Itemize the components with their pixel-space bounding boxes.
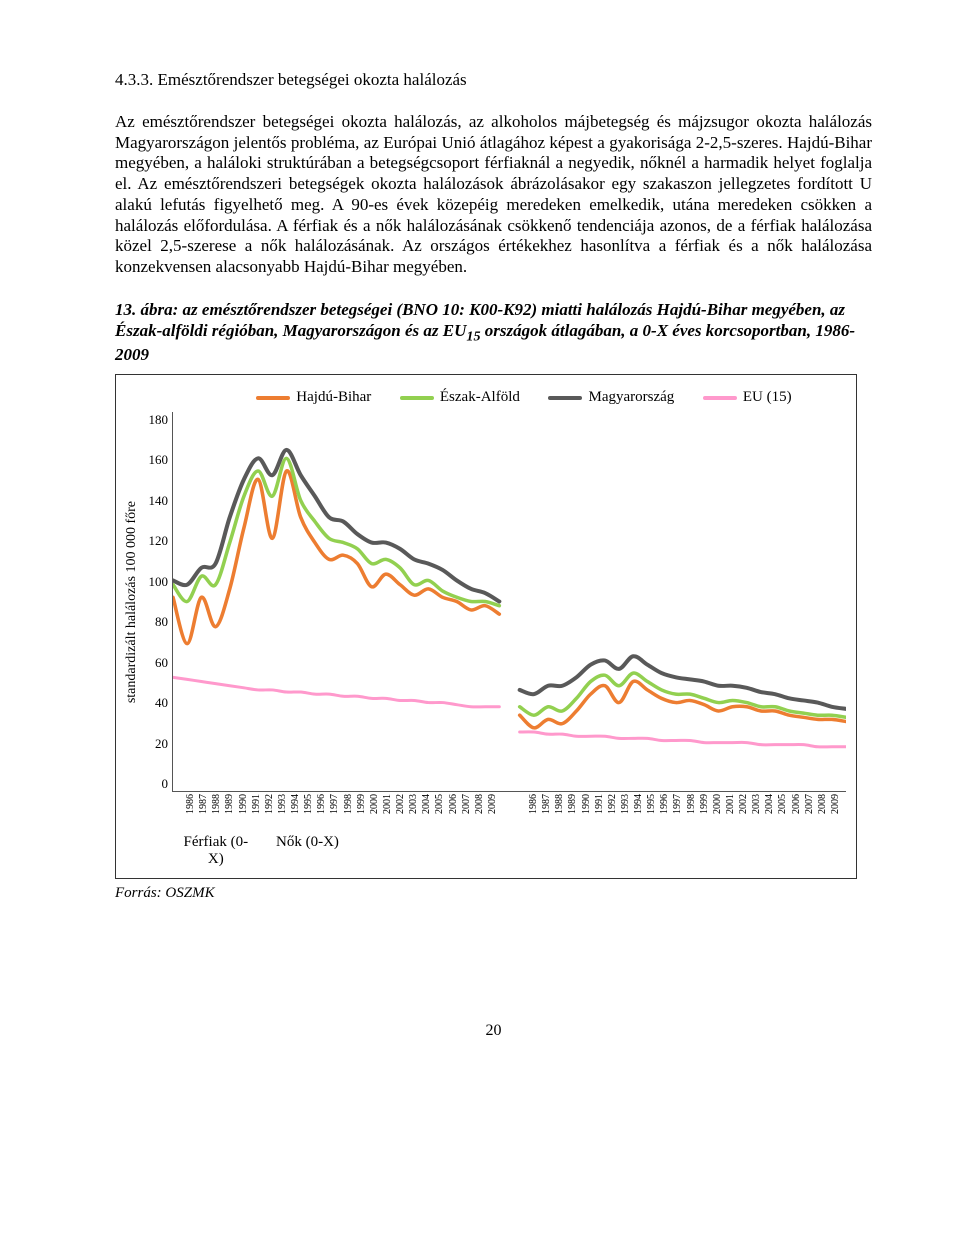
x-tick: 2008 xyxy=(474,794,485,832)
legend-item: Hajdú-Bihar xyxy=(256,389,371,406)
y-tick: 60 xyxy=(142,655,168,671)
x-tick: 2009 xyxy=(830,794,841,832)
body-paragraph: Az emésztőrendszer betegségei okozta hal… xyxy=(115,112,872,278)
legend-item: EU (15) xyxy=(703,389,792,406)
x-tick: 1997 xyxy=(672,794,683,832)
y-tick: 80 xyxy=(142,614,168,630)
section-title: Emésztőrendszer betegségei okozta halálo… xyxy=(158,70,467,89)
legend-swatch xyxy=(400,396,434,400)
x-tick: 1993 xyxy=(620,794,631,832)
x-tick: 1998 xyxy=(686,794,697,832)
legend-swatch xyxy=(548,396,582,400)
x-tick: 1989 xyxy=(567,794,578,832)
x-tick: 2000 xyxy=(712,794,723,832)
x-ticks-women: 1986198719881989199019911992199319941995… xyxy=(523,792,846,832)
x-tick: 2007 xyxy=(804,794,815,832)
x-tick: 1996 xyxy=(659,794,670,832)
y-tick: 20 xyxy=(142,736,168,752)
x-tick: 1992 xyxy=(607,794,618,832)
x-tick: 1994 xyxy=(633,794,644,832)
plot-area xyxy=(172,412,846,792)
legend-label: Hajdú-Bihar xyxy=(296,389,371,406)
series-line xyxy=(173,458,499,605)
legend: Hajdú-Bihar Észak-Alföld Magyarország EU (1… xyxy=(122,389,846,412)
legend-item: Magyarország xyxy=(548,389,674,406)
series-line xyxy=(173,471,499,644)
x-tick: 1990 xyxy=(581,794,592,832)
x-tick: 2003 xyxy=(408,794,419,832)
series-line xyxy=(173,677,499,707)
source-label: Forrás: OSZMK xyxy=(115,885,872,902)
x-tick: 2009 xyxy=(487,794,498,832)
y-tick: 100 xyxy=(142,574,168,590)
line-chart: Hajdú-Bihar Észak-Alföld Magyarország EU (1… xyxy=(115,374,857,879)
x-tick: 1997 xyxy=(329,794,340,832)
x-tick: 2003 xyxy=(751,794,762,832)
x-tick: 2008 xyxy=(817,794,828,832)
y-tick: 120 xyxy=(142,533,168,549)
x-tick: 2004 xyxy=(764,794,775,832)
x-tick: 1991 xyxy=(251,794,262,832)
x-tick: 1986 xyxy=(528,794,539,832)
x-tick: 2001 xyxy=(725,794,736,832)
page-number: 20 xyxy=(115,1022,872,1040)
legend-label: EU (15) xyxy=(743,389,792,406)
section-number: 4.3.3. xyxy=(115,70,153,89)
legend-item: Észak-Alföld xyxy=(400,389,520,406)
panel-label-women: Nők (0-X) xyxy=(272,834,344,868)
x-tick: 1998 xyxy=(343,794,354,832)
y-tick: 180 xyxy=(142,412,168,428)
x-tick: 1996 xyxy=(316,794,327,832)
legend-label: Észak-Alföld xyxy=(440,389,520,406)
x-tick: 1993 xyxy=(277,794,288,832)
x-ticks-men: 1986198719881989199019911992199319941995… xyxy=(180,792,503,832)
x-tick: 2006 xyxy=(791,794,802,832)
x-tick: 1988 xyxy=(554,794,565,832)
x-tick: 2001 xyxy=(382,794,393,832)
x-tick: 1992 xyxy=(264,794,275,832)
y-tick: 140 xyxy=(142,493,168,509)
x-tick: 1990 xyxy=(238,794,249,832)
x-tick: 1987 xyxy=(198,794,209,832)
figure-caption: 13. ábra: az emésztőrendszer betegségei … xyxy=(115,300,872,366)
legend-label: Magyarország xyxy=(588,389,674,406)
x-tick: 2004 xyxy=(421,794,432,832)
x-tick: 1986 xyxy=(185,794,196,832)
series-line xyxy=(173,450,499,602)
x-tick: 2007 xyxy=(461,794,472,832)
x-tick: 1995 xyxy=(646,794,657,832)
x-tick: 2000 xyxy=(369,794,380,832)
x-tick: 1987 xyxy=(541,794,552,832)
x-tick: 2006 xyxy=(448,794,459,832)
panel-label-men: Férfiak (0-X) xyxy=(180,834,252,868)
y-axis-title: standardizált halálozás 100 000 főre xyxy=(122,501,142,703)
x-tick: 1995 xyxy=(303,794,314,832)
series-line xyxy=(520,732,846,747)
x-tick: 2002 xyxy=(395,794,406,832)
x-tick: 1989 xyxy=(224,794,235,832)
x-tick: 2005 xyxy=(434,794,445,832)
y-tick: 0 xyxy=(142,776,168,792)
x-tick: 1994 xyxy=(290,794,301,832)
y-ticks: 180 160 140 120 100 80 60 40 20 0 xyxy=(142,412,172,792)
y-tick: 40 xyxy=(142,695,168,711)
x-tick: 2002 xyxy=(738,794,749,832)
y-tick: 160 xyxy=(142,452,168,468)
x-tick: 1988 xyxy=(211,794,222,832)
x-tick: 1999 xyxy=(356,794,367,832)
legend-swatch xyxy=(703,396,737,400)
x-tick: 2005 xyxy=(777,794,788,832)
x-tick: 1991 xyxy=(594,794,605,832)
x-tick: 1999 xyxy=(699,794,710,832)
legend-swatch xyxy=(256,396,290,400)
